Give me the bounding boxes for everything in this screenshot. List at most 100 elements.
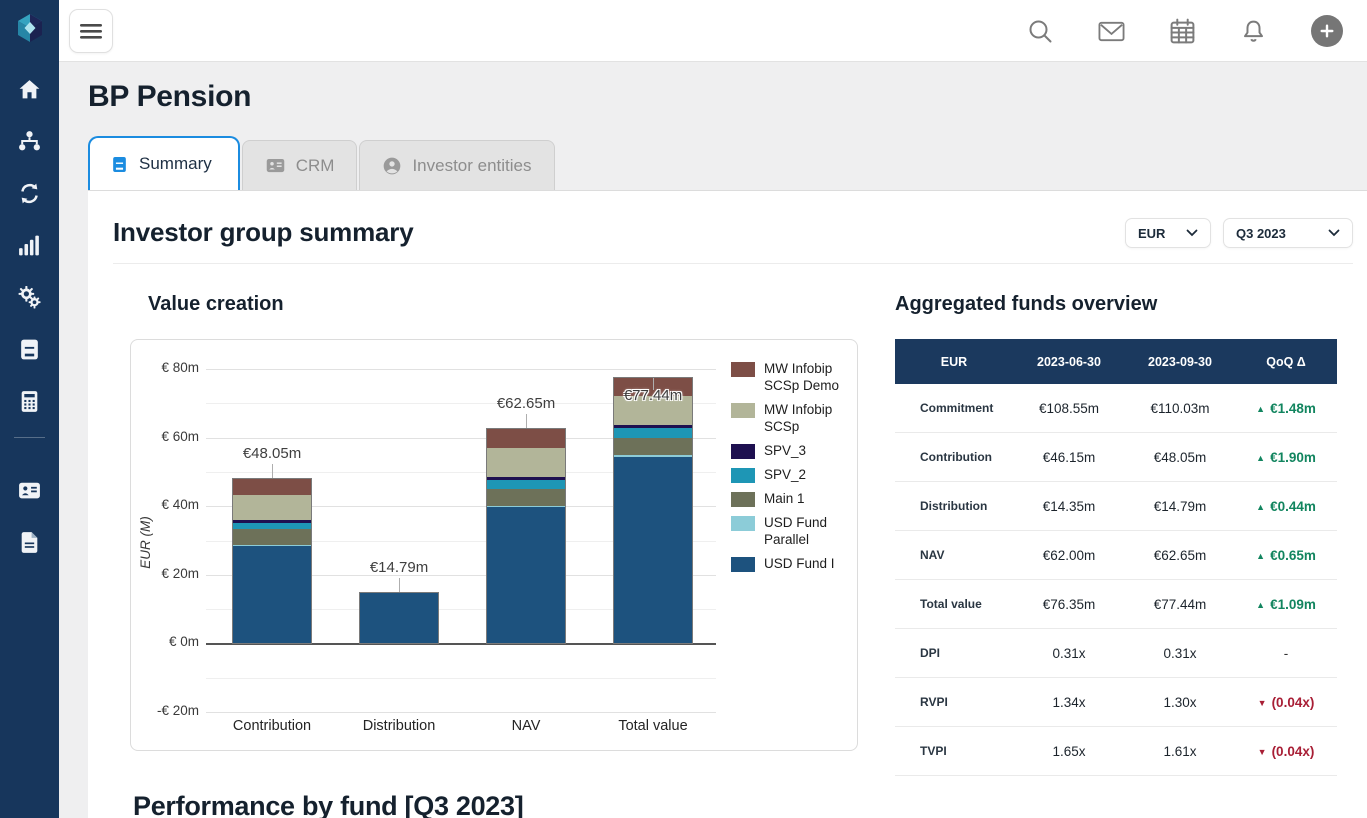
bar-segment[interactable] — [233, 520, 311, 524]
legend-item[interactable]: SPV_2 — [731, 466, 857, 483]
table-cell: ▲ €0.65m — [1256, 547, 1316, 563]
table-cell: €46.15m — [1042, 449, 1096, 465]
search-icon[interactable] — [1027, 18, 1054, 45]
bar-segment[interactable] — [614, 428, 692, 439]
home-icon[interactable] — [17, 77, 42, 102]
legend-item[interactable]: Main 1 — [731, 490, 857, 507]
calculator-icon[interactable] — [17, 389, 42, 414]
table-cell: TVPI — [920, 744, 947, 758]
table-cell: ▲ €1.90m — [1256, 449, 1316, 465]
zero-axis-line — [206, 643, 716, 646]
document-icon[interactable] — [17, 530, 42, 555]
tab-label: Investor entities — [412, 155, 532, 175]
table-header-cell: 2023-06-30 — [1037, 354, 1101, 369]
currency-select[interactable]: EUR — [1125, 218, 1211, 248]
legend-item[interactable]: USD Fund I — [731, 555, 857, 572]
calendar-icon[interactable] — [1169, 18, 1196, 45]
bar-segment[interactable] — [233, 544, 311, 546]
bar-segment[interactable] — [614, 438, 692, 456]
table-cell: 0.31x — [1052, 645, 1086, 661]
legend-swatch — [731, 516, 755, 531]
funds-table-title: Aggregated funds overview — [895, 293, 1158, 315]
mail-icon[interactable] — [1098, 18, 1125, 45]
performance-section-title: Performance by fund [Q3 2023] — [133, 791, 524, 818]
legend-label: USD Fund Parallel — [764, 515, 828, 547]
stacked-bar[interactable] — [232, 477, 312, 645]
bar-segment[interactable] — [487, 506, 565, 644]
legend-item[interactable]: SPV_3 — [731, 442, 857, 459]
analytics-icon[interactable] — [17, 233, 42, 258]
plus-icon — [1320, 24, 1334, 38]
arrow-up-icon: ▲ — [1256, 599, 1266, 610]
tab-investor-entities[interactable]: Investor entities — [359, 140, 555, 190]
table-cell: Commitment — [920, 401, 994, 415]
y-axis-tick: € 60m — [161, 428, 199, 444]
gridline-major — [206, 437, 716, 439]
y-axis-tick: € 80m — [161, 360, 199, 375]
gridline-major — [206, 574, 716, 576]
ledger-book-icon[interactable] — [17, 337, 42, 362]
bar-segment[interactable] — [360, 592, 438, 644]
table-cell: €62.00m — [1042, 547, 1096, 563]
page-title: BP Pension — [88, 80, 252, 113]
table-cell: ▲ €0.44m — [1256, 498, 1316, 514]
add-button[interactable] — [1311, 15, 1343, 47]
table-cell: 1.34x — [1052, 694, 1086, 710]
chart-title: Value creation — [148, 293, 284, 315]
table-cell: €62.65m — [1153, 547, 1207, 563]
id-card-icon — [266, 158, 284, 173]
bar-segment[interactable] — [487, 477, 565, 481]
notifications-bell-icon[interactable] — [1240, 18, 1267, 45]
table-cell: €14.79m — [1153, 498, 1207, 514]
legend-swatch — [731, 557, 755, 572]
bar-segment[interactable] — [233, 528, 311, 545]
table-cell: 1.30x — [1163, 694, 1197, 710]
arrow-down-icon: ▼ — [1257, 697, 1267, 708]
bar-segment[interactable] — [614, 456, 692, 644]
stacked-bar[interactable] — [613, 376, 693, 645]
contact-card-icon[interactable] — [17, 478, 42, 503]
legend-swatch — [731, 444, 755, 459]
stacked-bar[interactable] — [359, 591, 439, 645]
bar-segment[interactable] — [233, 495, 311, 521]
book-icon — [113, 156, 126, 172]
legend-label: SPV_3 — [764, 443, 807, 458]
table-cell: €110.03m — [1150, 400, 1210, 416]
table-cell: ▲ €1.48m — [1256, 400, 1316, 416]
app-logo-icon[interactable] — [10, 8, 50, 48]
bar-segment[interactable] — [487, 480, 565, 489]
tab-bar: Summary CRM Investor entities — [88, 136, 555, 190]
table-cell: 0.31x — [1163, 645, 1197, 661]
settings-gears-icon[interactable] — [17, 285, 42, 310]
gridline-minor — [206, 609, 716, 611]
organization-icon[interactable] — [17, 129, 42, 154]
menu-button[interactable] — [69, 9, 113, 53]
bar-segment[interactable] — [487, 488, 565, 506]
bar-segment[interactable] — [233, 523, 311, 529]
legend-item[interactable]: MW Infobip SCSp — [731, 401, 857, 435]
bar-segment[interactable] — [614, 424, 692, 429]
arrow-up-icon: ▲ — [1256, 550, 1266, 561]
table-cell: ▼ (0.04x) — [1257, 743, 1315, 759]
section-title: Investor group summary — [113, 217, 414, 247]
bar-segment[interactable] — [487, 505, 565, 507]
gridline-minor — [206, 471, 716, 473]
legend-item[interactable]: MW Infobip SCSp Demo — [731, 360, 857, 394]
sync-icon[interactable] — [17, 181, 42, 206]
table-row: NAV €62.00m €62.65m ▲ €0.65m — [895, 531, 1337, 580]
stacked-bar[interactable] — [486, 427, 566, 645]
period-select[interactable]: Q3 2023 — [1223, 218, 1353, 248]
tab-crm[interactable]: CRM — [241, 140, 358, 190]
bar-segment[interactable] — [614, 455, 692, 457]
x-axis-label: Distribution — [362, 718, 436, 734]
top-bar — [59, 0, 1367, 62]
bar-segment[interactable] — [233, 545, 311, 644]
bar-segment[interactable] — [487, 447, 565, 478]
bar-segment[interactable] — [487, 428, 565, 448]
bar-segment[interactable] — [233, 478, 311, 496]
legend-item[interactable]: USD Fund Parallel — [731, 514, 857, 548]
table-cell: €76.35m — [1042, 596, 1096, 612]
table-cell: DPI — [920, 646, 941, 660]
bar-segment[interactable] — [614, 396, 692, 425]
tab-summary[interactable]: Summary — [88, 136, 240, 190]
